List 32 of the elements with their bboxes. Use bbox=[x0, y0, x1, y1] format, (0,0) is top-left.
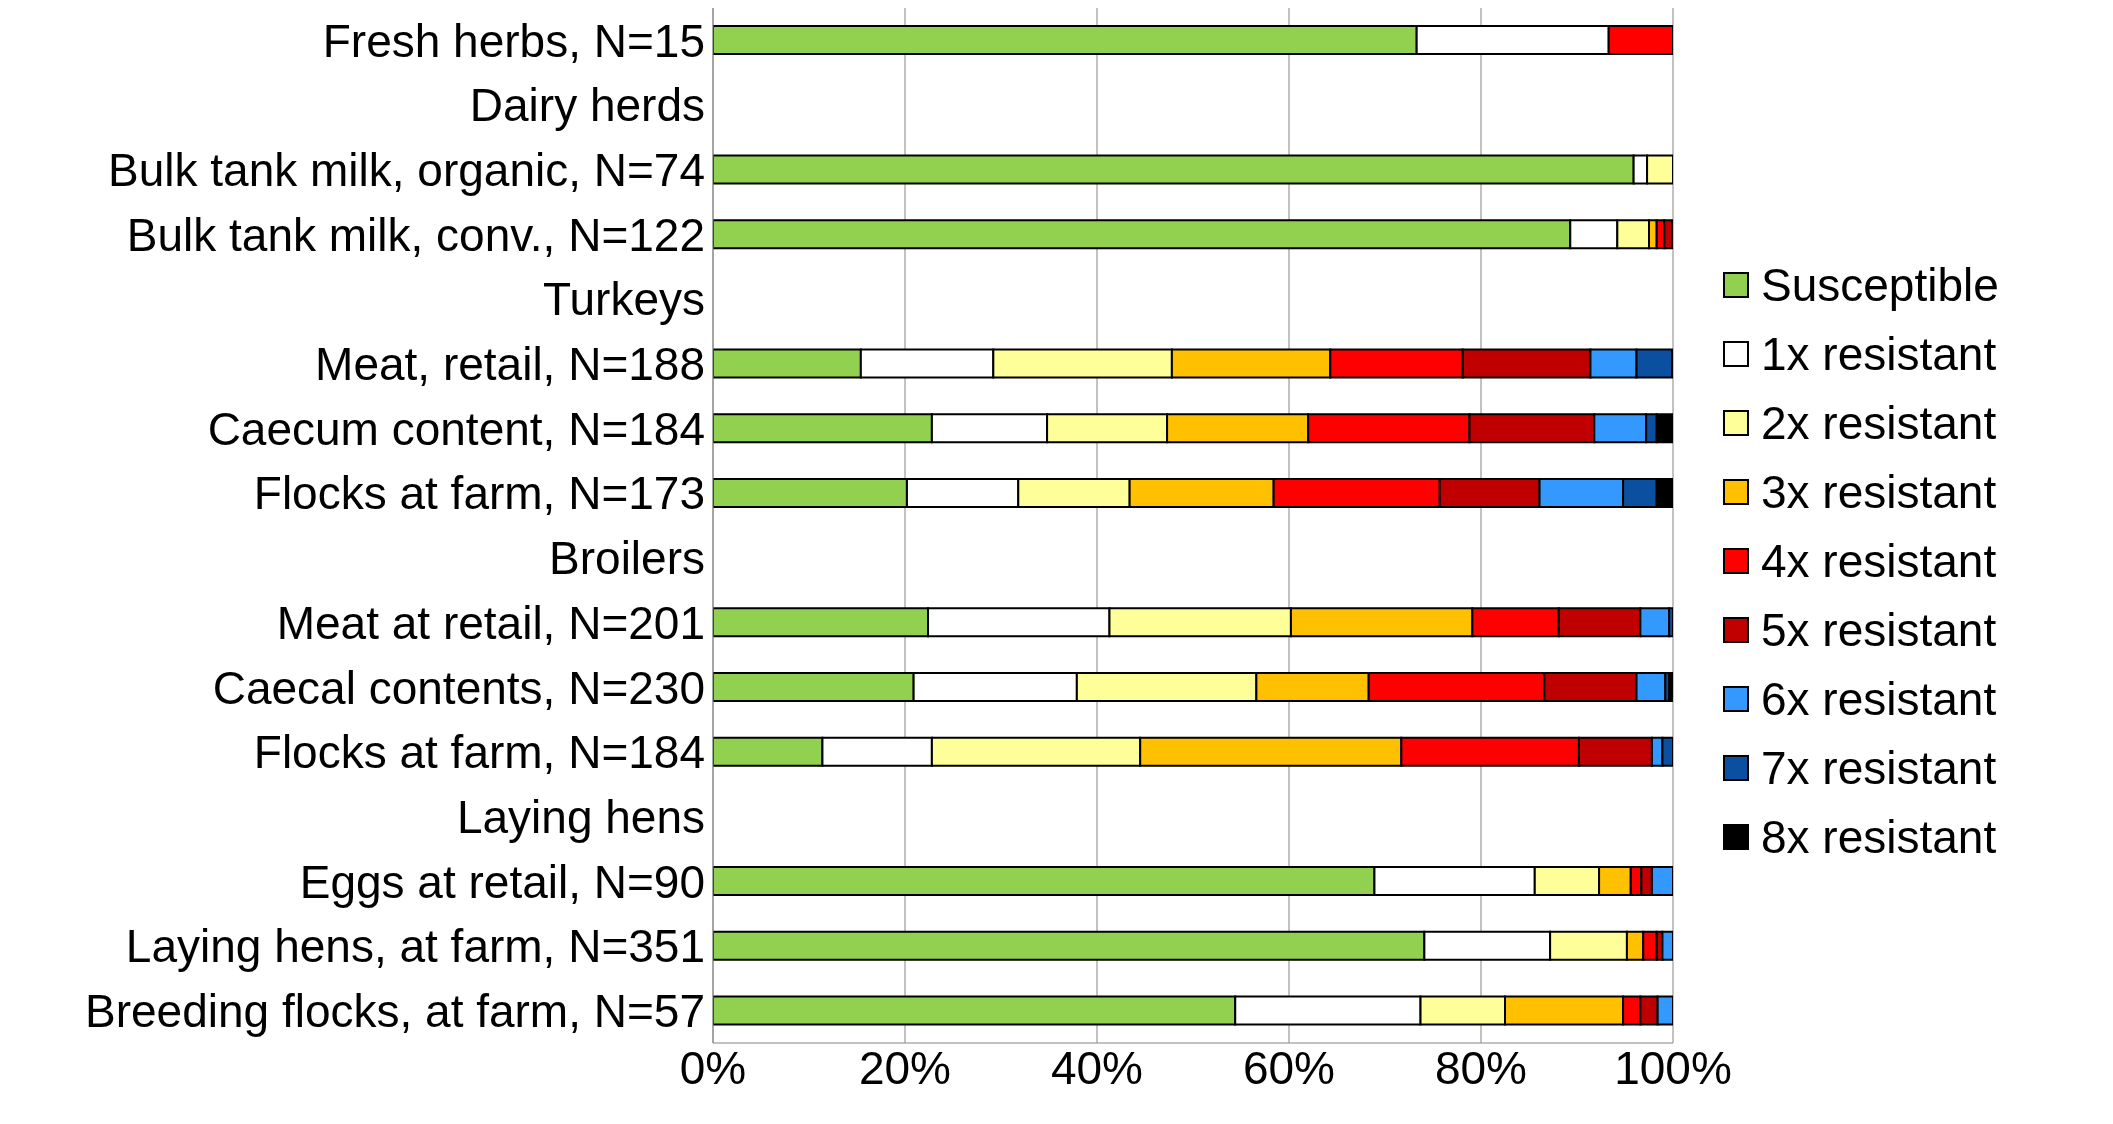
y-tick-label: Turkeys bbox=[543, 273, 705, 326]
y-tick-label: Breeding flocks, at farm, N=57 bbox=[84, 984, 705, 1037]
legend-label: 4x resistant bbox=[1761, 533, 1997, 588]
legend-label: 5x resistant bbox=[1761, 602, 1997, 657]
y-tick-label: Caecal contents, N=230 bbox=[212, 661, 705, 714]
legend-label: 6x resistant bbox=[1761, 671, 1997, 726]
x-tick-label: 80% bbox=[1434, 1041, 1528, 1094]
y-tick-label: Fresh herbs, N=15 bbox=[322, 14, 705, 67]
y-tick-label: Laying hens bbox=[456, 790, 705, 843]
y-tick-label: Laying hens, at farm, N=351 bbox=[125, 920, 705, 973]
legend-label: 2x resistant bbox=[1761, 395, 1997, 450]
y-tick-label: Dairy herds bbox=[469, 79, 705, 132]
legend-label: 7x resistant bbox=[1761, 740, 1997, 795]
y-tick-label: Bulk tank milk, conv., N=122 bbox=[126, 208, 705, 261]
y-tick-label: Broilers bbox=[549, 532, 705, 585]
y-tick-label: Bulk tank milk, organic, N=74 bbox=[108, 144, 705, 197]
y-tick-label: Flocks at farm, N=173 bbox=[253, 467, 705, 520]
y-tick-label: Meat at retail, N=201 bbox=[276, 596, 705, 649]
y-tick-label: Flocks at farm, N=184 bbox=[253, 726, 705, 779]
y-tick-label: Caecum content, N=184 bbox=[207, 402, 705, 455]
legend-label: Susceptible bbox=[1761, 257, 1999, 312]
y-tick-label: Eggs at retail, N=90 bbox=[299, 855, 705, 908]
x-tick-label: 100% bbox=[1614, 1041, 1732, 1094]
x-tick-label: 40% bbox=[1050, 1041, 1144, 1094]
x-tick-label: 20% bbox=[858, 1041, 952, 1094]
legend-label: 3x resistant bbox=[1761, 464, 1997, 519]
y-tick-label: Meat, retail, N=188 bbox=[315, 338, 705, 391]
legend-label: 1x resistant bbox=[1761, 326, 1997, 381]
legend-label: 8x resistant bbox=[1761, 809, 1997, 864]
x-tick-label: 60% bbox=[1242, 1041, 1336, 1094]
x-tick-label: 0% bbox=[679, 1041, 747, 1094]
bar bbox=[1668, 671, 1673, 702]
